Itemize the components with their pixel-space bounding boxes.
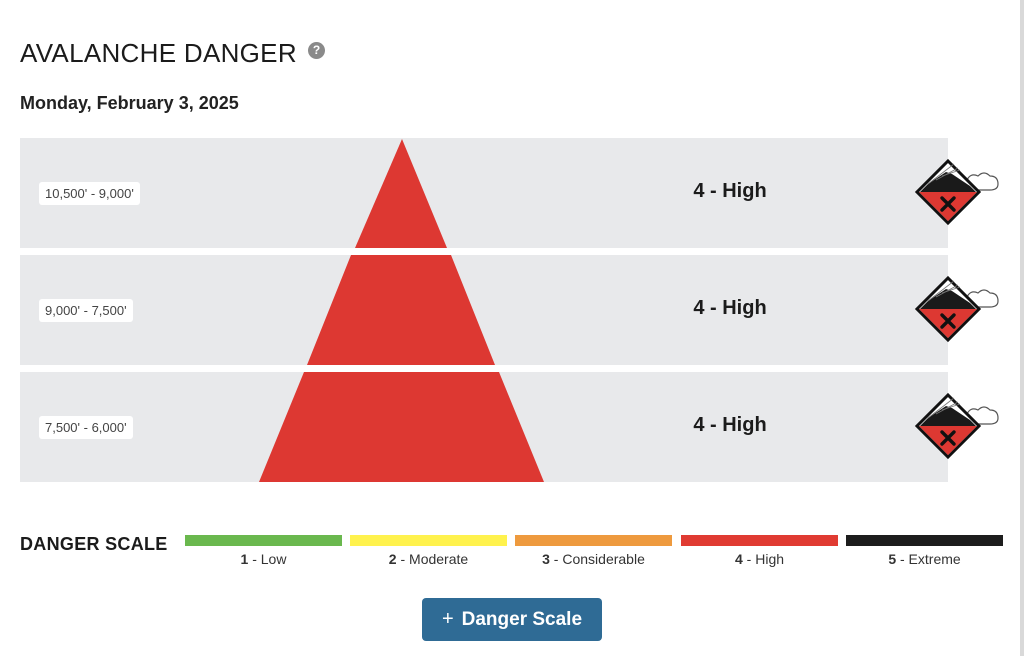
scale-bar — [515, 535, 672, 546]
plus-icon: + — [441, 608, 454, 630]
elevation-label: 9,000' - 7,500' — [39, 299, 133, 322]
elevation-band-middle: 9,000' - 7,500' 4 - High — [20, 255, 948, 365]
scale-bar — [185, 535, 342, 546]
danger-scale-title: DANGER SCALE — [20, 534, 168, 554]
scale-level-low: 1 - Low — [185, 535, 342, 567]
danger-scale-button[interactable]: + Danger Scale — [422, 598, 602, 641]
scale-bar — [846, 535, 1003, 546]
elevation-label: 10,500' - 9,000' — [39, 182, 140, 205]
scale-label: 3 - Considerable — [542, 551, 645, 567]
scale-level-high: 4 - High — [681, 535, 838, 567]
scale-level-moderate: 2 - Moderate — [350, 535, 507, 567]
forecast-date: Monday, February 3, 2025 — [20, 93, 239, 113]
elevation-label: 7,500' - 6,000' — [39, 416, 133, 439]
danger-scale-button-label: Danger Scale — [461, 608, 583, 630]
scale-level-extreme: 5 - Extreme — [846, 535, 1003, 567]
elevation-band-upper: 10,500' - 9,000' 4 - High — [20, 138, 948, 248]
scale-label: 2 - Moderate — [388, 551, 469, 567]
card-border — [1020, 0, 1024, 656]
scale-bar — [350, 535, 507, 546]
page-title: AVALANCHE DANGER — [20, 38, 297, 68]
elevation-band-lower: 7,500' - 6,000' 4 - High — [20, 372, 948, 482]
avalanche-problem-icon[interactable] — [914, 392, 1006, 462]
danger-rating: 4 - High — [693, 180, 767, 202]
avalanche-problem-icon[interactable] — [914, 275, 1006, 345]
scale-label: 5 - Extreme — [888, 551, 961, 567]
danger-rating: 4 - High — [693, 414, 767, 436]
danger-rating: 4 - High — [693, 297, 767, 319]
scale-label: 4 - High — [734, 551, 785, 567]
avalanche-problem-icon[interactable] — [914, 158, 1006, 228]
question-circle-icon[interactable]: ? — [308, 42, 325, 59]
scale-bar — [681, 535, 838, 546]
scale-level-considerable: 3 - Considerable — [515, 535, 672, 567]
scale-label: 1 - Low — [240, 551, 287, 567]
